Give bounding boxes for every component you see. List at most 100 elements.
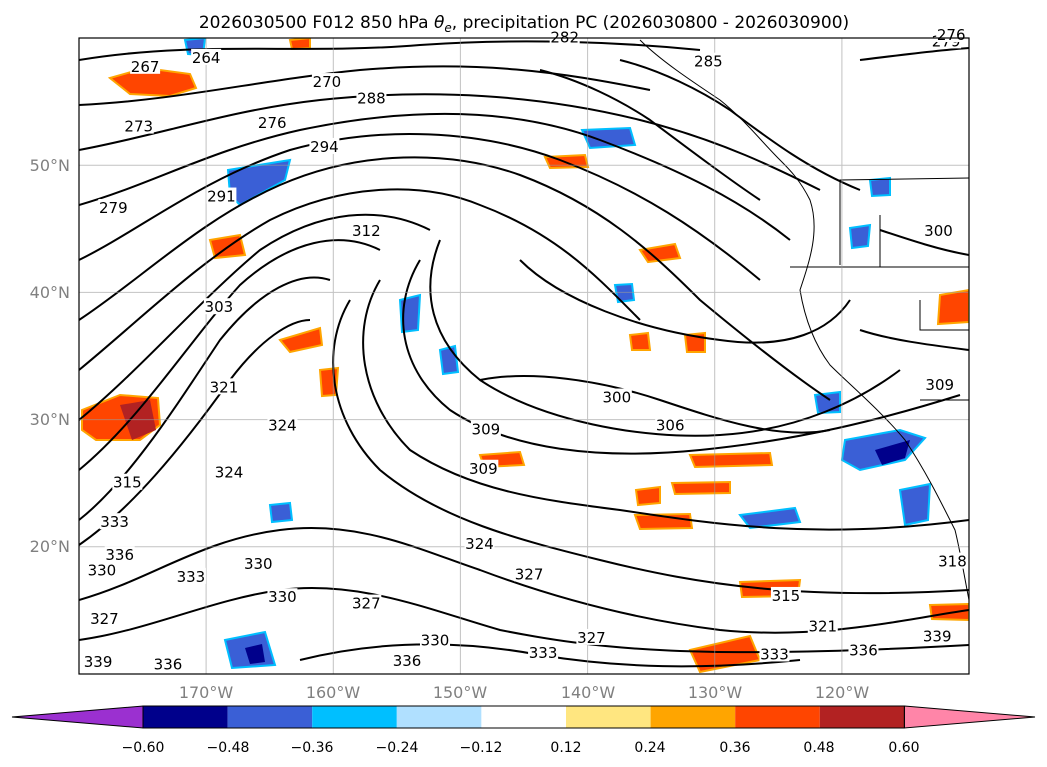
contour-label: 303: [205, 298, 234, 316]
contour-label-bg: [191, 48, 222, 65]
precip-blob: [628, 331, 652, 351]
colorbar-frame: [142, 705, 905, 729]
colorbar-tick-label: −0.12: [460, 740, 503, 756]
contour-label-bg: [130, 57, 161, 74]
lon-tick-labels: 170°W 160°W 150°W 140°W 130°W 120°W: [179, 683, 870, 702]
contour-label: 315: [772, 587, 801, 605]
title-subscript: e: [444, 21, 451, 35]
contour-label: 333: [760, 645, 789, 663]
colorbar-tick-label: 0.48: [803, 740, 834, 756]
colorbar-segment: [566, 706, 651, 728]
contour-label: 330: [244, 555, 273, 573]
contour-label: 336: [154, 656, 183, 674]
colorbar-segment: [312, 706, 397, 728]
colorbar-extend-low: [11, 705, 144, 729]
colorbar-segment: [396, 706, 482, 728]
contour-label-bg: [309, 137, 340, 154]
colorbar-segment: [143, 706, 228, 728]
contour-label: 267: [131, 58, 160, 76]
contour-label-bg: [267, 588, 298, 605]
precip-blob: [898, 482, 932, 527]
colorbar-segment: [735, 706, 820, 728]
contour-label-bg: [924, 375, 955, 392]
contour-label-bg: [351, 221, 382, 238]
contour-label-bg: [601, 388, 632, 405]
contour-label: 300: [924, 222, 953, 240]
contour-label: 333: [529, 644, 558, 662]
contour-label-bg: [770, 586, 801, 603]
contour-label: 309: [472, 420, 501, 438]
contour-label: 273: [124, 118, 153, 136]
contour-label-bg: [528, 644, 559, 661]
contour-label: 330: [268, 588, 297, 606]
map-frame: [78, 37, 970, 675]
contour-label-bg: [203, 298, 234, 315]
colorbar-segment: [227, 706, 313, 728]
contour-label-bg: [175, 567, 206, 584]
precip-blob: [268, 501, 294, 524]
contour-label-bg: [470, 420, 501, 437]
precip-blob: [438, 344, 460, 376]
precip-blob: [868, 176, 891, 198]
colorbar-extend-high: [903, 705, 1036, 729]
contour-label-bg: [83, 653, 114, 670]
colorbar-segment: [650, 706, 736, 728]
contour-label-bg: [123, 117, 154, 134]
gridlines: [79, 38, 969, 674]
contour-label-bg: [104, 546, 135, 563]
precip-blob: [288, 38, 311, 51]
contour-label-bg: [89, 609, 120, 626]
contour-label: 327: [352, 595, 381, 613]
contour-label-bg: [759, 645, 790, 662]
title-prefix: 2026030500 F012 850 hPa: [199, 13, 434, 33]
contour-label-bg: [267, 416, 298, 433]
contour-label: 330: [88, 562, 117, 580]
contour-label: 339: [923, 628, 952, 646]
contour-label: 333: [177, 568, 206, 586]
contour-label-bg: [257, 113, 288, 130]
contour-label: 324: [268, 417, 297, 435]
lon-tick-label: 170°W: [179, 683, 234, 702]
contour-label: 309: [469, 460, 498, 478]
contour-label: 327: [90, 610, 119, 628]
colorbar-tick-label: −0.60: [122, 740, 165, 756]
contour-label: 318: [938, 553, 967, 571]
contour-label: 336: [393, 652, 422, 670]
contour-label: 312: [352, 222, 381, 240]
contour-label-bg: [420, 631, 450, 648]
contour-label-bg: [848, 641, 879, 658]
lon-tick-label: 160°W: [306, 683, 361, 702]
precip-blob: [278, 326, 324, 354]
contour-label-bg: [807, 617, 838, 634]
colorbar: [11, 705, 1036, 729]
colorbar-segment: [819, 706, 905, 728]
coastlines: [639, 39, 969, 601]
lon-tick-label: 120°W: [815, 683, 870, 702]
theta-e-contours: [79, 40, 969, 668]
contour-label-bg: [922, 627, 953, 644]
contour-label: 336: [105, 546, 134, 564]
colorbar-tick-label: 0.36: [719, 740, 750, 756]
contour-label: 330: [421, 631, 450, 649]
lon-tick-label: 150°W: [433, 683, 488, 702]
contour-label-bg: [311, 73, 342, 90]
contour-label: 339: [84, 653, 113, 671]
colorbar-segment: [481, 706, 566, 728]
contour-label: 324: [465, 535, 494, 553]
lat-tick-label: 20°N: [30, 537, 70, 556]
contour-label: 336: [849, 642, 878, 660]
precip-blob: [936, 288, 969, 326]
contour-label: 321: [210, 378, 239, 396]
contour-label-bg: [576, 628, 607, 645]
lat-tick-labels: 20°N 30°N 40°N 50°N: [30, 156, 70, 556]
contour-label-bg: [208, 378, 239, 395]
contour-label-bg: [464, 534, 495, 551]
lon-tick-label: 140°W: [561, 683, 616, 702]
precip-blob: [848, 223, 872, 250]
contour-label: 333: [100, 513, 129, 531]
precip-blob: [738, 506, 802, 530]
lon-tick-label: 130°W: [688, 683, 743, 702]
contour-label: 294: [310, 138, 339, 156]
